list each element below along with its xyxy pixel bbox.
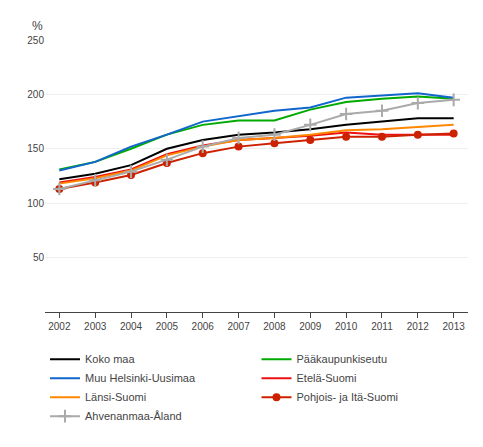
svg-text:2005: 2005 xyxy=(156,321,179,332)
svg-text:2004: 2004 xyxy=(120,321,143,332)
svg-text:Koko maa: Koko maa xyxy=(85,353,135,365)
svg-text:2006: 2006 xyxy=(192,321,215,332)
svg-text:50: 50 xyxy=(33,252,45,263)
svg-text:200: 200 xyxy=(27,89,44,100)
svg-text:2003: 2003 xyxy=(84,321,107,332)
svg-text:2010: 2010 xyxy=(335,321,358,332)
svg-text:150: 150 xyxy=(27,143,44,154)
svg-text:2008: 2008 xyxy=(263,321,286,332)
svg-text:100: 100 xyxy=(27,198,44,209)
svg-text:2011: 2011 xyxy=(371,321,393,332)
svg-text:250: 250 xyxy=(27,35,44,46)
svg-text:Muu Helsinki-Uusimaa: Muu Helsinki-Uusimaa xyxy=(85,372,196,384)
svg-text:Länsi-Suomi: Länsi-Suomi xyxy=(85,391,146,403)
svg-text:Ahvenanmaa-Åland: Ahvenanmaa-Åland xyxy=(85,410,182,422)
svg-text:Pohjois- ja Itä-Suomi: Pohjois- ja Itä-Suomi xyxy=(297,391,399,403)
svg-text:%: % xyxy=(32,19,43,33)
svg-text:2013: 2013 xyxy=(443,321,466,332)
svg-text:Etelä-Suomi: Etelä-Suomi xyxy=(297,372,357,384)
svg-text:2009: 2009 xyxy=(299,321,322,332)
svg-text:2012: 2012 xyxy=(407,321,430,332)
svg-text:2007: 2007 xyxy=(227,321,250,332)
svg-text:Pääkaupunkiseutu: Pääkaupunkiseutu xyxy=(297,353,388,365)
svg-text:2002: 2002 xyxy=(48,321,71,332)
